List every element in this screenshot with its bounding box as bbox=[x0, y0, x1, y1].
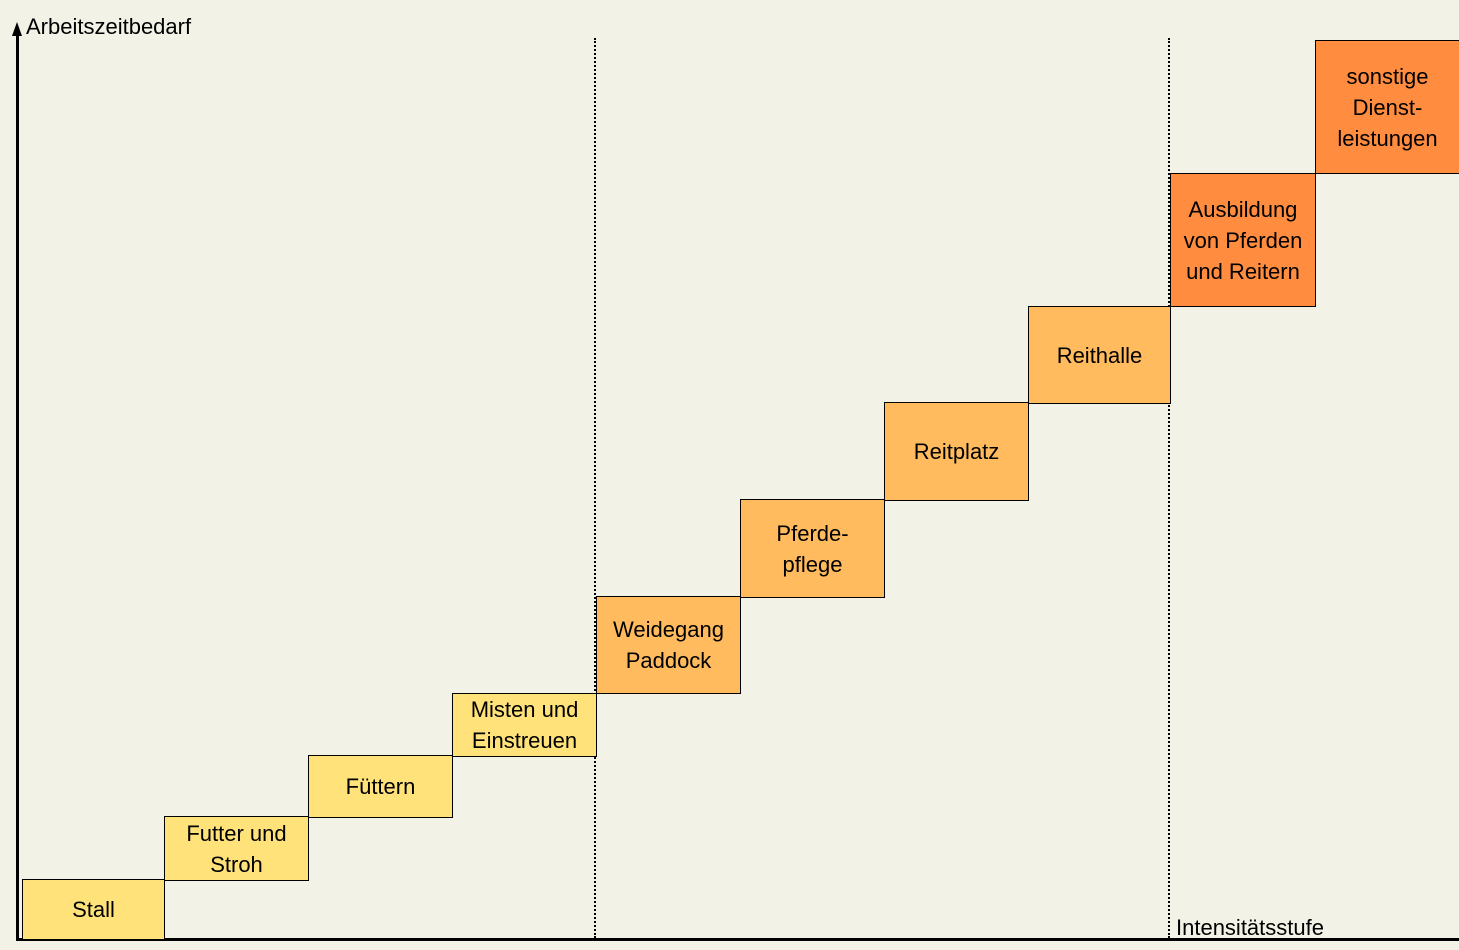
intensity-divider-2 bbox=[1168, 38, 1170, 938]
step-futter-und-stroh: Futter und Stroh bbox=[164, 816, 309, 881]
step-pferdepflege: Pferde- pflege bbox=[740, 499, 885, 598]
y-axis-label: Arbeitszeitbedarf bbox=[26, 14, 192, 39]
step-fuettern: Füttern bbox=[308, 755, 453, 818]
y-axis bbox=[16, 36, 19, 941]
intensity-divider-1 bbox=[594, 38, 596, 938]
step-sonstige-dienstleistungen: sonstige Dienst- leistungen bbox=[1315, 40, 1459, 174]
x-axis-label: Intensitätsstufe bbox=[1176, 915, 1324, 940]
step-ausbildung: Ausbildung von Pferden und Reitern bbox=[1170, 173, 1316, 307]
step-reithalle: Reithalle bbox=[1028, 306, 1171, 404]
step-weidegang-paddock: Weidegang Paddock bbox=[596, 596, 741, 694]
step-misten-und-einstreuen: Misten und Einstreuen bbox=[452, 693, 597, 757]
y-axis-arrow bbox=[12, 22, 22, 36]
step-stall: Stall bbox=[22, 879, 165, 940]
x-axis bbox=[16, 938, 1459, 941]
step-reitplatz: Reitplatz bbox=[884, 402, 1029, 501]
